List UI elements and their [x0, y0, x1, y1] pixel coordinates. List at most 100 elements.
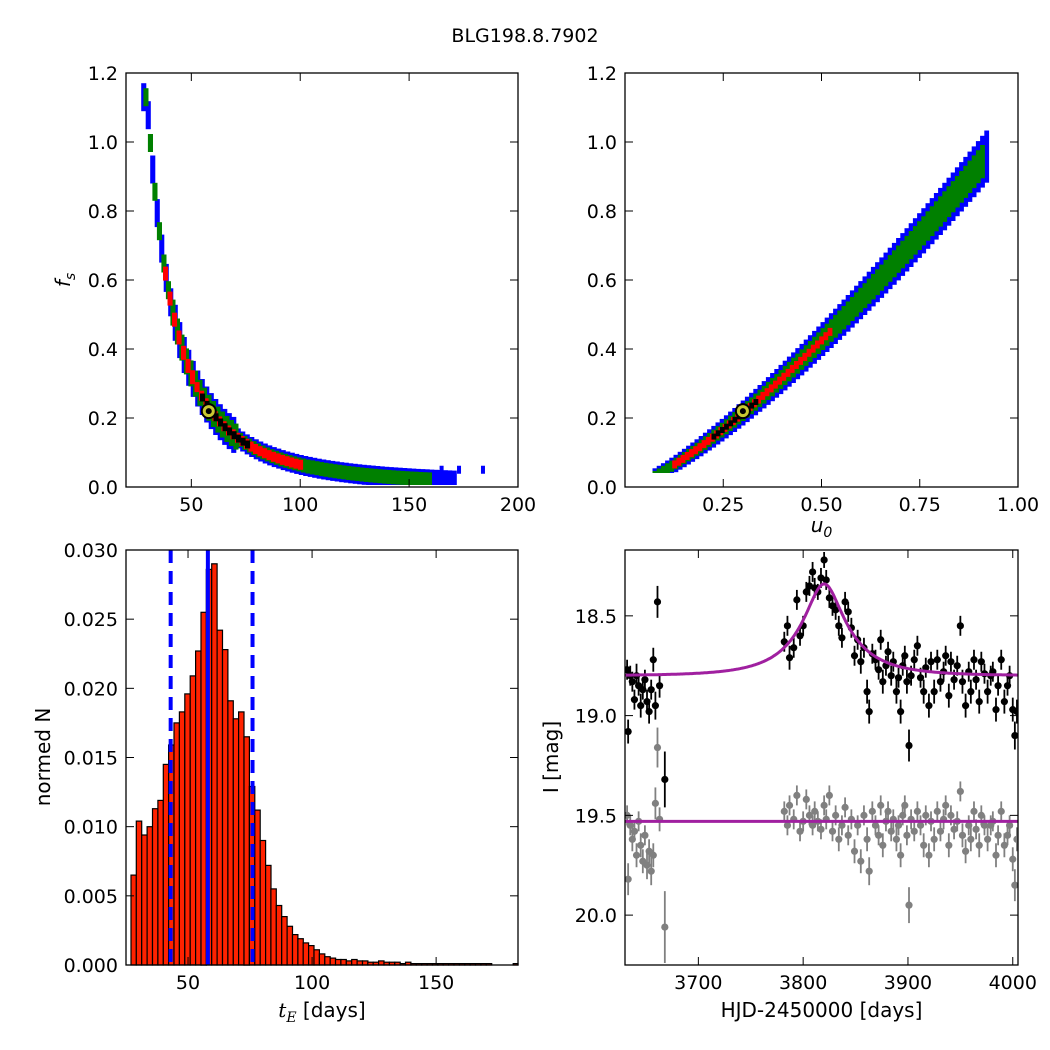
data-point-baseline: [910, 827, 918, 835]
histogram-bar: [334, 958, 342, 966]
y-tick-label: 0.025: [64, 609, 118, 631]
axes-frame: [624, 549, 1019, 966]
data-point-baseline: [637, 841, 645, 849]
data-point-baseline: [832, 811, 840, 819]
data-point-event: [651, 702, 659, 710]
data-point-event: [910, 656, 918, 664]
data-point-baseline: [892, 835, 901, 843]
contour-cell-2sigma: [908, 231, 914, 260]
y-tick-label: 0.0: [587, 477, 617, 499]
contour-cell-2sigma: [938, 196, 943, 227]
contour-cell-2sigma: [879, 264, 885, 291]
histogram-bar: [221, 648, 229, 966]
data-point-event: [825, 594, 833, 602]
y-tick-label: 0.020: [64, 678, 118, 700]
x-tick-label: 3700: [674, 972, 722, 994]
contour-cell-2sigma: [165, 281, 171, 300]
data-point-baseline: [863, 835, 871, 843]
contour-cell-3sigma: [442, 470, 448, 485]
data-point-event: [790, 644, 798, 652]
contour-cell-2sigma: [950, 181, 956, 213]
contour-cell-1sigma: [680, 454, 686, 463]
data-point-event: [892, 688, 901, 696]
contour-cell-3sigma: [652, 468, 658, 473]
data-point-baseline: [1011, 881, 1018, 889]
contour-cell-2sigma: [323, 462, 329, 477]
contour-cell-2sigma: [854, 292, 859, 317]
data-point-baseline: [894, 821, 903, 829]
contour-cell-2sigma: [866, 278, 872, 304]
contour-cell-2sigma: [386, 469, 392, 484]
data-point-baseline: [945, 841, 953, 849]
contour-cell-2sigma: [408, 471, 414, 485]
data-point-baseline: [841, 803, 849, 811]
data-point-baseline: [965, 821, 973, 829]
y-tick-label: 0.015: [64, 748, 118, 770]
figure-title: BLG198.8.7902: [451, 25, 598, 47]
data-point-baseline: [811, 807, 819, 815]
data-point-event: [950, 676, 958, 684]
histogram-bar: [281, 915, 288, 966]
contour-cell-2sigma: [350, 466, 356, 481]
contour-cell-3sigma: [145, 101, 151, 130]
contour-cell-2sigma: [309, 460, 315, 475]
contour-cell-1sigma: [672, 460, 677, 469]
data-point-event: [936, 678, 945, 686]
contour-cell-2sigma: [318, 462, 324, 477]
data-point-baseline: [933, 807, 941, 815]
data-point-event: [920, 688, 928, 696]
y-tick-label: 0.6: [587, 270, 617, 292]
y-axis-label: normed N: [31, 708, 55, 807]
data-point-event: [916, 674, 925, 682]
contour-cell-2sigma: [395, 470, 401, 485]
panel-te-fs: 50 100 150 200 0.0 0.2 0.4 0.6 0.8 1.0 1.2 fs: [51, 63, 536, 516]
contour-cell-best: [711, 433, 717, 440]
data-point-baseline: [793, 791, 801, 800]
data-point-event: [953, 662, 961, 670]
data-point-baseline: [802, 795, 810, 803]
x-tick-label: 200: [500, 494, 536, 516]
histogram-bar: [291, 933, 299, 966]
data-point-event: [1011, 731, 1018, 740]
data-point-event: [962, 702, 970, 710]
contour-cell-1sigma: [194, 382, 200, 393]
contour-cell-2sigma: [900, 240, 906, 269]
data-point-event: [630, 696, 639, 704]
contour-cell-2sigma: [390, 470, 396, 485]
contour-cell-2sigma: [942, 191, 948, 222]
data-point-event: [832, 606, 840, 614]
contour-cell-3sigma: [438, 470, 444, 485]
contour-cell-2sigma: [959, 170, 964, 203]
contour-cell-2sigma: [345, 466, 351, 480]
data-point-event: [922, 664, 930, 672]
histogram-bar: [141, 834, 148, 966]
data-point-event: [628, 678, 636, 686]
data-point-event: [925, 702, 933, 710]
contour-cell-1sigma: [781, 372, 787, 381]
data-point-baseline: [947, 811, 955, 819]
contour-cell-2sigma: [971, 155, 977, 189]
data-point-event: [865, 708, 873, 716]
data-point-event: [835, 622, 843, 630]
data-point-baseline: [913, 807, 921, 815]
contour-cell-2sigma: [305, 459, 311, 474]
data-point-event: [863, 688, 871, 696]
data-point-baseline: [975, 841, 983, 849]
data-point-baseline: [984, 835, 992, 843]
data-point-baseline: [632, 851, 641, 859]
data-point-baseline: [643, 861, 651, 869]
lightcurve-plot-area: [625, 551, 1018, 964]
data-point-baseline: [936, 827, 945, 835]
contour-cell-2sigma: [147, 134, 153, 152]
histogram-bar: [302, 942, 310, 966]
data-point-baseline: [828, 827, 837, 835]
histogram-bar: [313, 949, 321, 966]
contour-cell-2sigma: [652, 470, 658, 473]
data-point-baseline: [970, 807, 978, 815]
data-point-event: [875, 666, 883, 674]
contour-cell-1sigma: [701, 440, 707, 449]
histogram-bar: [265, 864, 272, 966]
data-point-baseline: [785, 801, 794, 809]
contour-cell-2sigma: [161, 254, 167, 273]
data-point-event: [958, 678, 967, 686]
